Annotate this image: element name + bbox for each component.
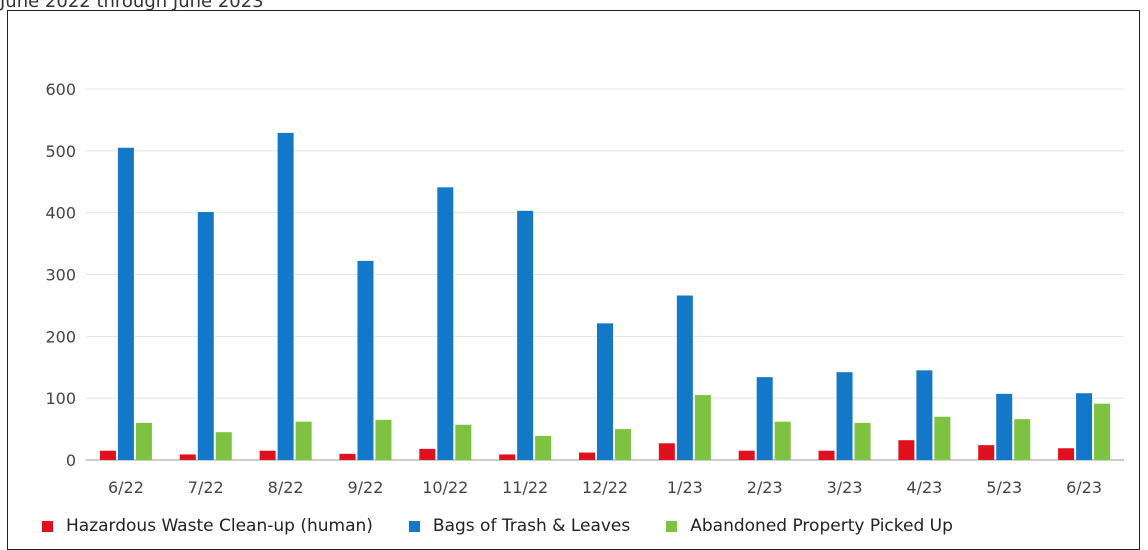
legend-item-trash: Bags of Trash & Leaves xyxy=(408,516,631,536)
chart-caption: June 2022 through June 2023 xyxy=(0,0,264,12)
bar xyxy=(179,454,196,460)
legend-label-abandoned: Abandoned Property Picked Up xyxy=(690,516,953,536)
bar xyxy=(1076,393,1093,460)
bar xyxy=(898,440,915,460)
x-tick-label: 2/23 xyxy=(747,478,783,497)
x-tick-label: 4/23 xyxy=(906,478,942,497)
bar xyxy=(694,395,711,460)
bar xyxy=(535,435,552,460)
bar xyxy=(259,450,276,460)
bar xyxy=(854,422,871,460)
bar xyxy=(277,132,294,460)
x-tick-label: 6/23 xyxy=(1066,478,1102,497)
bar xyxy=(499,454,516,460)
y-tick-label: 400 xyxy=(45,204,76,223)
y-tick-label: 100 xyxy=(45,389,76,408)
bar xyxy=(676,295,693,460)
bar xyxy=(756,377,773,460)
y-tick-label: 200 xyxy=(45,327,76,346)
bar xyxy=(738,450,755,460)
bar xyxy=(295,421,312,460)
y-tick-label: 600 xyxy=(45,80,76,99)
x-tick-label: 11/22 xyxy=(502,478,548,497)
legend-swatch-trash xyxy=(408,520,420,532)
x-tick-label: 5/23 xyxy=(986,478,1022,497)
bar xyxy=(339,453,356,460)
legend-item-abandoned: Abandoned Property Picked Up xyxy=(666,516,953,536)
legend-swatch-hazardous xyxy=(42,520,53,532)
bar xyxy=(1058,448,1075,460)
legend-label-hazardous: Hazardous Waste Clean-up (human) xyxy=(66,516,373,536)
x-tick-label: 3/23 xyxy=(827,478,863,497)
bar xyxy=(375,419,392,460)
x-tick-label: 12/22 xyxy=(582,478,628,497)
bar xyxy=(1094,403,1111,460)
bar xyxy=(774,421,791,460)
bar xyxy=(996,393,1013,460)
bar xyxy=(818,450,835,460)
bar xyxy=(916,370,933,460)
bar xyxy=(978,445,995,460)
bar xyxy=(357,260,374,460)
bar xyxy=(615,429,631,460)
bar xyxy=(658,443,675,460)
x-tick-label: 10/22 xyxy=(422,478,468,497)
bar xyxy=(597,323,613,460)
x-tick-label: 8/22 xyxy=(268,478,304,497)
bar xyxy=(117,147,134,460)
bar xyxy=(135,422,152,460)
x-tick-label: 9/22 xyxy=(347,478,383,497)
bar xyxy=(455,424,472,460)
x-tick-label: 1/23 xyxy=(667,478,703,497)
bar xyxy=(197,212,214,460)
legend-label-trash: Bags of Trash & Leaves xyxy=(432,516,631,536)
bar xyxy=(517,210,534,460)
y-tick-label: 0 xyxy=(66,451,76,470)
y-tick-label: 500 xyxy=(45,142,76,161)
y-tick-label: 300 xyxy=(45,266,76,285)
legend-item-hazardous: Hazardous Waste Clean-up (human) xyxy=(42,516,373,536)
bar xyxy=(215,432,232,460)
bar xyxy=(437,187,454,460)
bar xyxy=(1014,419,1031,460)
legend-swatch-abandoned xyxy=(666,520,678,532)
bar xyxy=(579,452,595,460)
bar xyxy=(836,372,853,460)
x-tick-label: 7/22 xyxy=(188,478,224,497)
legend: Hazardous Waste Clean-up (human) Bags of… xyxy=(42,515,953,537)
x-tick-label: 6/22 xyxy=(108,478,144,497)
bar xyxy=(99,450,116,460)
bar xyxy=(934,416,951,460)
bar xyxy=(419,448,436,460)
